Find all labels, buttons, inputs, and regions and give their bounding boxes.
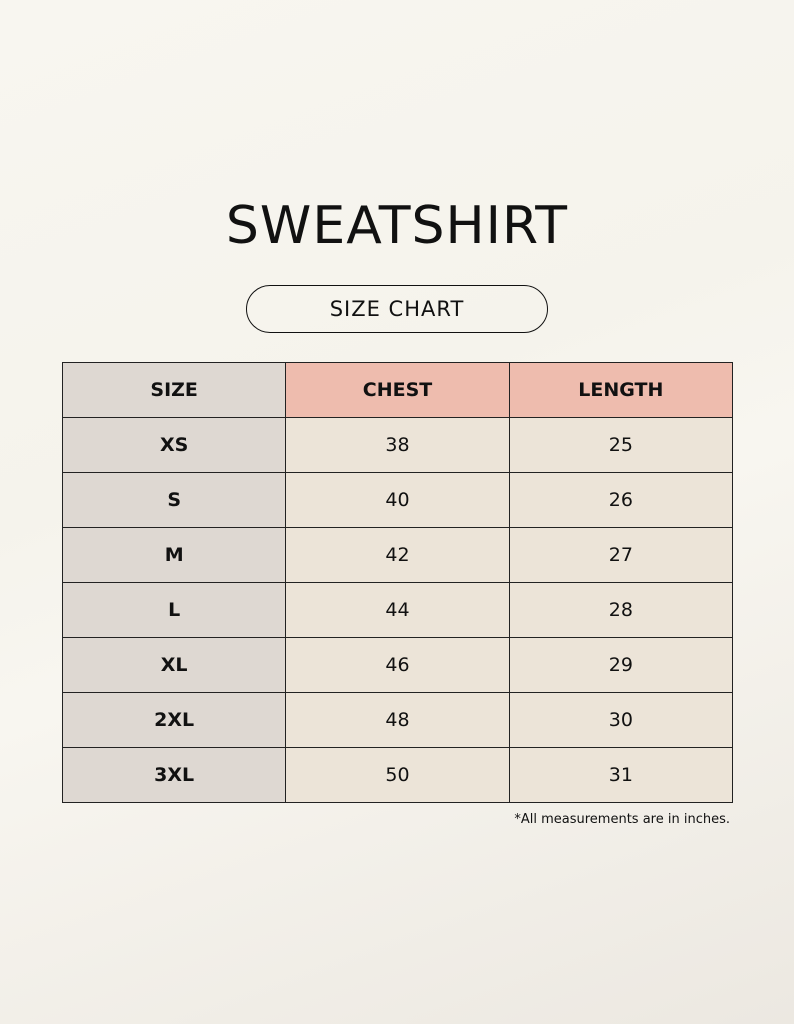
note: *All measurements are in inches. (514, 812, 730, 827)
cell: M (61, 527, 287, 583)
header-cell: CHEST (285, 362, 510, 418)
cell: 25 (508, 417, 734, 473)
row: 3XL 50 31 (61, 747, 734, 803)
cell: 31 (508, 747, 734, 803)
cell: XL (61, 637, 287, 693)
header-cell: LENGTH (508, 362, 734, 418)
cell: 38 (285, 417, 510, 473)
cell: 2XL (61, 692, 287, 748)
title: SWEATSHIRT (225, 196, 569, 256)
cell: 27 (508, 527, 734, 583)
size-table: SIZE CHEST LENGTH XS 38 25 S 40 26 M 42 27 L 44 28 XL 46… (61, 362, 734, 803)
row: XL 46 29 (61, 637, 734, 693)
cell: 30 (508, 692, 734, 748)
row: M 42 27 (61, 527, 734, 583)
header-row: SIZE CHEST LENGTH (61, 362, 734, 418)
row: 2XL 48 30 (61, 692, 734, 748)
cell: XS (61, 417, 287, 473)
cell: 44 (285, 582, 510, 638)
cell: 48 (285, 692, 510, 748)
row: S 40 26 (61, 472, 734, 528)
cell: 46 (285, 637, 510, 693)
cell: L (61, 582, 287, 638)
cell: 40 (285, 472, 510, 528)
row: L 44 28 (61, 582, 734, 638)
cell: 29 (508, 637, 734, 693)
header-cell: SIZE (61, 362, 287, 418)
cell: 50 (285, 747, 510, 803)
row: XS 38 25 (61, 417, 734, 473)
cell: 42 (285, 527, 510, 583)
cell: 28 (508, 582, 734, 638)
cell: 26 (508, 472, 734, 528)
subtitle: SIZE CHART (246, 285, 548, 333)
cell: 3XL (61, 747, 287, 803)
cell: S (61, 472, 287, 528)
